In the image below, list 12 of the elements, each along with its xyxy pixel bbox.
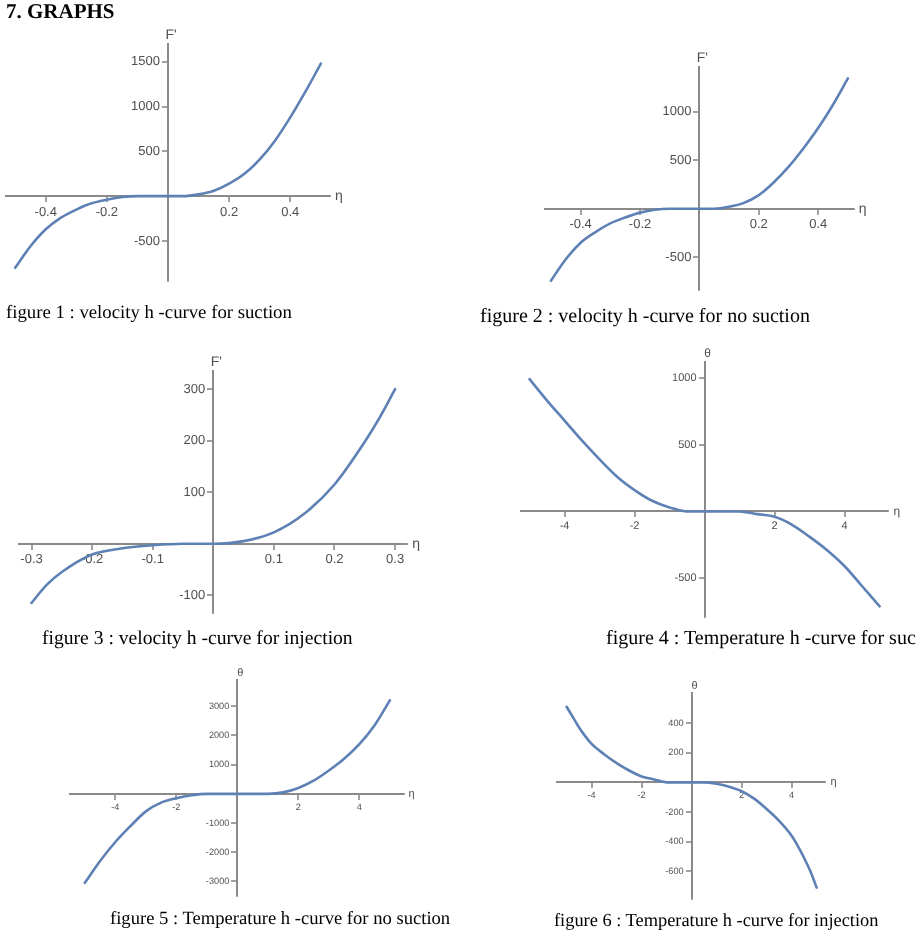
text: figure 6 : Temperature h -curve for injection — [554, 910, 879, 931]
line-series — [565, 705, 818, 889]
line-series — [13, 62, 323, 270]
text: figure 1 : velocity h -curve for suction — [6, 304, 292, 325]
text: figure 4 : Temperature h -curve for suc — [606, 628, 916, 650]
line-series — [83, 699, 392, 885]
line-series — [549, 77, 850, 282]
text: figure 5 : Temperature h -curve for no suction — [110, 910, 451, 931]
text: figure 3 : velocity h -curve for injection — [42, 628, 353, 650]
line-series — [528, 377, 881, 608]
text: 7. GRAPHS — [6, 2, 115, 25]
text: figure 2 : velocity h -curve for no suction — [480, 306, 810, 328]
